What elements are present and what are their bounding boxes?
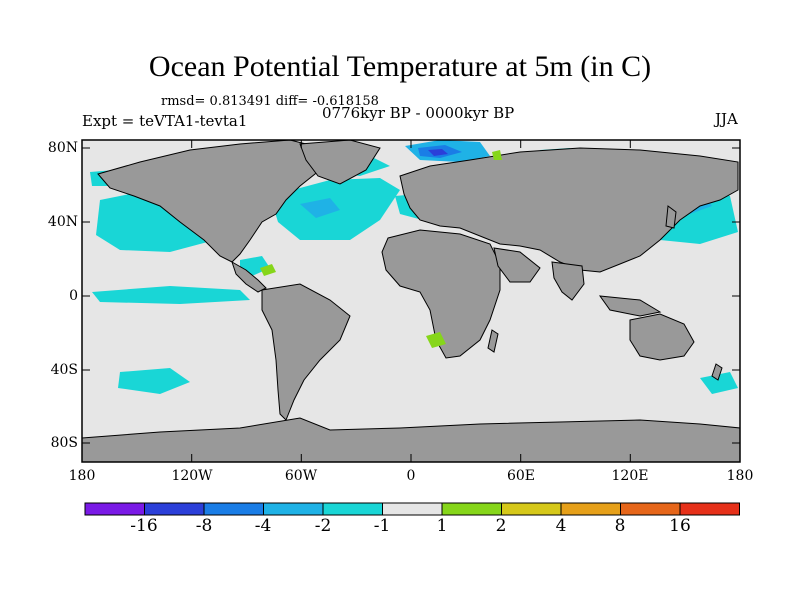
y-tick-80n: 80N bbox=[47, 140, 78, 156]
legend-label-minus4: -4 bbox=[254, 516, 272, 536]
rmsd-diff-stats: rmsd= 0.813491 diff= -0.618158 bbox=[161, 94, 379, 109]
legend-swatch-3 bbox=[263, 502, 324, 516]
australia-landmass bbox=[629, 313, 695, 361]
india-landmass bbox=[551, 261, 585, 301]
legend-swatch-9 bbox=[620, 502, 681, 516]
experiment-label: Expt = teVTA1-tevta1 bbox=[82, 112, 248, 130]
x-tick-180e: 180 bbox=[726, 468, 754, 484]
x-tick-180w: 180 bbox=[68, 468, 96, 484]
legend-label-minus1: -1 bbox=[373, 516, 391, 536]
south-america-landmass bbox=[261, 283, 351, 421]
greenland-landmass bbox=[299, 139, 381, 185]
legend-label-16: 16 bbox=[669, 516, 691, 536]
legend-colorbar bbox=[84, 502, 740, 516]
legend-swatch-7 bbox=[501, 502, 562, 516]
legend-swatch-2 bbox=[203, 502, 264, 516]
new-zealand-landmass bbox=[711, 363, 723, 381]
y-tick-40s: 40S bbox=[50, 362, 78, 378]
x-tick-120w: 120W bbox=[171, 468, 213, 484]
y-tick-40n: 40N bbox=[47, 214, 78, 230]
x-tick-60w: 60W bbox=[284, 468, 318, 484]
legend-swatch-4 bbox=[322, 502, 383, 516]
y-axis-ticks bbox=[82, 147, 740, 444]
legend-label-2: 2 bbox=[495, 516, 507, 536]
legend-swatch-8 bbox=[560, 502, 621, 516]
x-axis-ticks bbox=[81, 140, 741, 462]
strong-cooling-patches bbox=[418, 145, 462, 158]
land-masses bbox=[81, 139, 741, 463]
period-label: 0776kyr BP - 0000kyr BP bbox=[322, 104, 515, 122]
x-tick-60e: 60E bbox=[506, 468, 536, 484]
africa-landmass bbox=[381, 229, 501, 359]
x-tick-120e: 120E bbox=[611, 468, 649, 484]
legend-label-8: 8 bbox=[614, 516, 626, 536]
season-label: JJA bbox=[715, 110, 738, 128]
eurasia-landmass bbox=[399, 147, 739, 273]
legend-swatch-6 bbox=[441, 502, 502, 516]
legend-swatch-1 bbox=[144, 502, 205, 516]
japan-landmass bbox=[665, 205, 677, 229]
warm-anomaly-patches bbox=[260, 150, 502, 348]
legend-label-1: 1 bbox=[436, 516, 448, 536]
map-title: Ocean Potential Temperature at 5m (in C) bbox=[148, 50, 652, 83]
legend-label-minus8: -8 bbox=[195, 516, 213, 536]
y-tick-0: 0 bbox=[69, 288, 78, 304]
legend-label-minus16: -16 bbox=[130, 516, 158, 536]
legend-swatch-10 bbox=[679, 502, 740, 516]
y-tick-80s: 80S bbox=[50, 435, 78, 451]
madagascar-landmass bbox=[487, 329, 499, 353]
x-tick-0: 0 bbox=[406, 468, 416, 484]
north-america-landmass bbox=[97, 139, 331, 263]
legend-label-4: 4 bbox=[555, 516, 567, 536]
legend-swatch-5 bbox=[382, 502, 443, 516]
legend-swatch-0 bbox=[84, 502, 145, 516]
southeast-asia-islands bbox=[598, 295, 662, 317]
arabia-landmass bbox=[493, 247, 541, 283]
legend-label-minus2: -2 bbox=[314, 516, 332, 536]
